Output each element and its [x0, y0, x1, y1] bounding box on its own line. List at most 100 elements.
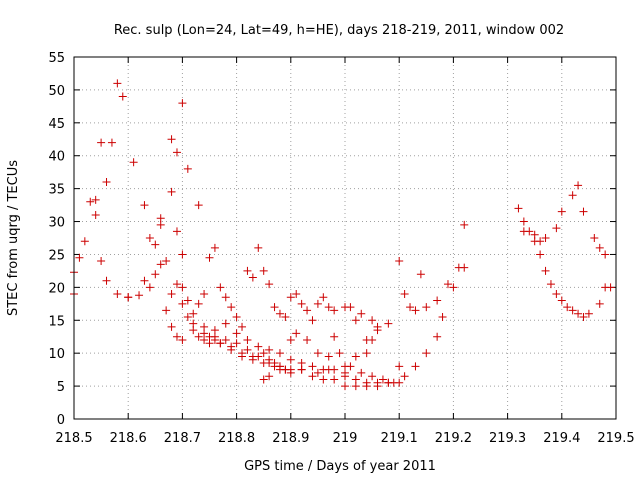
data-point	[189, 309, 198, 318]
data-point	[351, 316, 360, 325]
data-point	[194, 332, 203, 341]
data-point	[552, 224, 561, 233]
data-point	[275, 309, 284, 318]
x-tick-label: 218.7	[164, 431, 201, 446]
data-point	[227, 303, 236, 312]
x-tick-label: 219.3	[489, 431, 526, 446]
data-point	[324, 303, 333, 312]
data-point	[102, 178, 111, 187]
data-point	[205, 339, 214, 348]
data-point	[270, 303, 279, 312]
data-point	[167, 289, 176, 298]
data-point	[183, 312, 192, 321]
data-point	[319, 375, 328, 384]
data-point	[433, 332, 442, 341]
data-point	[248, 273, 257, 282]
data-point	[200, 336, 209, 345]
data-point	[400, 289, 409, 298]
data-point	[265, 280, 274, 289]
data-point	[167, 187, 176, 196]
data-point	[97, 257, 106, 266]
data-point	[351, 352, 360, 361]
data-point	[384, 378, 393, 387]
y-tick-label: 15	[48, 314, 65, 329]
data-point	[308, 316, 317, 325]
data-point	[536, 237, 545, 246]
data-point	[595, 299, 604, 308]
grid-lines	[74, 57, 616, 419]
data-point	[227, 342, 236, 351]
data-point	[395, 257, 404, 266]
data-point	[319, 365, 328, 374]
data-point	[156, 220, 165, 229]
data-point	[113, 289, 122, 298]
chart-title: Rec. sulp (Lon=24, Lat=49, h=HE), days 2…	[114, 23, 564, 38]
data-point	[400, 372, 409, 381]
data-point	[216, 283, 225, 292]
data-point	[286, 355, 295, 364]
data-point	[395, 362, 404, 371]
data-point	[541, 266, 550, 275]
data-point	[395, 378, 404, 387]
data-point	[200, 322, 209, 331]
data-point	[384, 319, 393, 328]
y-tick-label: 10	[48, 347, 65, 362]
data-points	[70, 79, 615, 391]
y-tick-label: 20	[48, 281, 65, 296]
y-axis-label: STEC from uqrg / TECUs	[6, 160, 21, 316]
data-point	[422, 303, 431, 312]
data-point	[259, 266, 268, 275]
data-point	[449, 283, 458, 292]
data-point	[183, 296, 192, 305]
data-point	[308, 372, 317, 381]
data-point	[162, 306, 171, 315]
data-point	[514, 204, 523, 213]
x-tick-label: 218.5	[55, 431, 92, 446]
data-point	[238, 322, 247, 331]
data-point	[557, 296, 566, 305]
data-point	[286, 368, 295, 377]
data-point	[151, 270, 160, 279]
data-point	[107, 138, 116, 147]
data-point	[357, 309, 366, 318]
data-point	[91, 210, 100, 219]
data-point	[254, 342, 263, 351]
x-axis-ticks: 218.5 218.6 218.7 218.8 218.9 219 219.1 219.2 21…	[55, 57, 635, 446]
data-point	[601, 250, 610, 259]
data-point	[232, 312, 241, 321]
x-tick-label: 219.1	[381, 431, 418, 446]
data-point	[574, 181, 583, 190]
data-point	[86, 197, 95, 206]
y-tick-label: 40	[48, 150, 65, 165]
data-point	[308, 362, 317, 371]
data-point	[281, 312, 290, 321]
data-point	[156, 260, 165, 269]
x-tick-label: 219	[333, 431, 358, 446]
data-point	[135, 291, 144, 300]
data-point	[80, 237, 89, 246]
data-point	[541, 234, 550, 242]
data-point	[102, 276, 111, 285]
data-point	[438, 312, 447, 321]
data-point	[579, 207, 588, 216]
y-tick-label: 5	[57, 380, 65, 395]
data-point	[232, 329, 241, 338]
data-point	[536, 250, 545, 259]
data-point	[205, 253, 214, 262]
data-point	[373, 382, 382, 391]
x-tick-label: 219.2	[435, 431, 472, 446]
data-point	[313, 349, 322, 358]
data-point	[606, 283, 615, 292]
data-point	[265, 372, 274, 381]
data-point	[584, 309, 593, 318]
x-tick-label: 218.6	[110, 431, 147, 446]
data-point	[216, 339, 225, 348]
data-point	[140, 201, 149, 210]
data-point	[563, 303, 572, 312]
data-point	[172, 280, 181, 289]
data-point	[368, 372, 377, 381]
y-tick-label: 55	[48, 51, 65, 66]
data-point	[406, 303, 415, 312]
data-point	[330, 332, 339, 341]
data-point	[341, 362, 349, 371]
